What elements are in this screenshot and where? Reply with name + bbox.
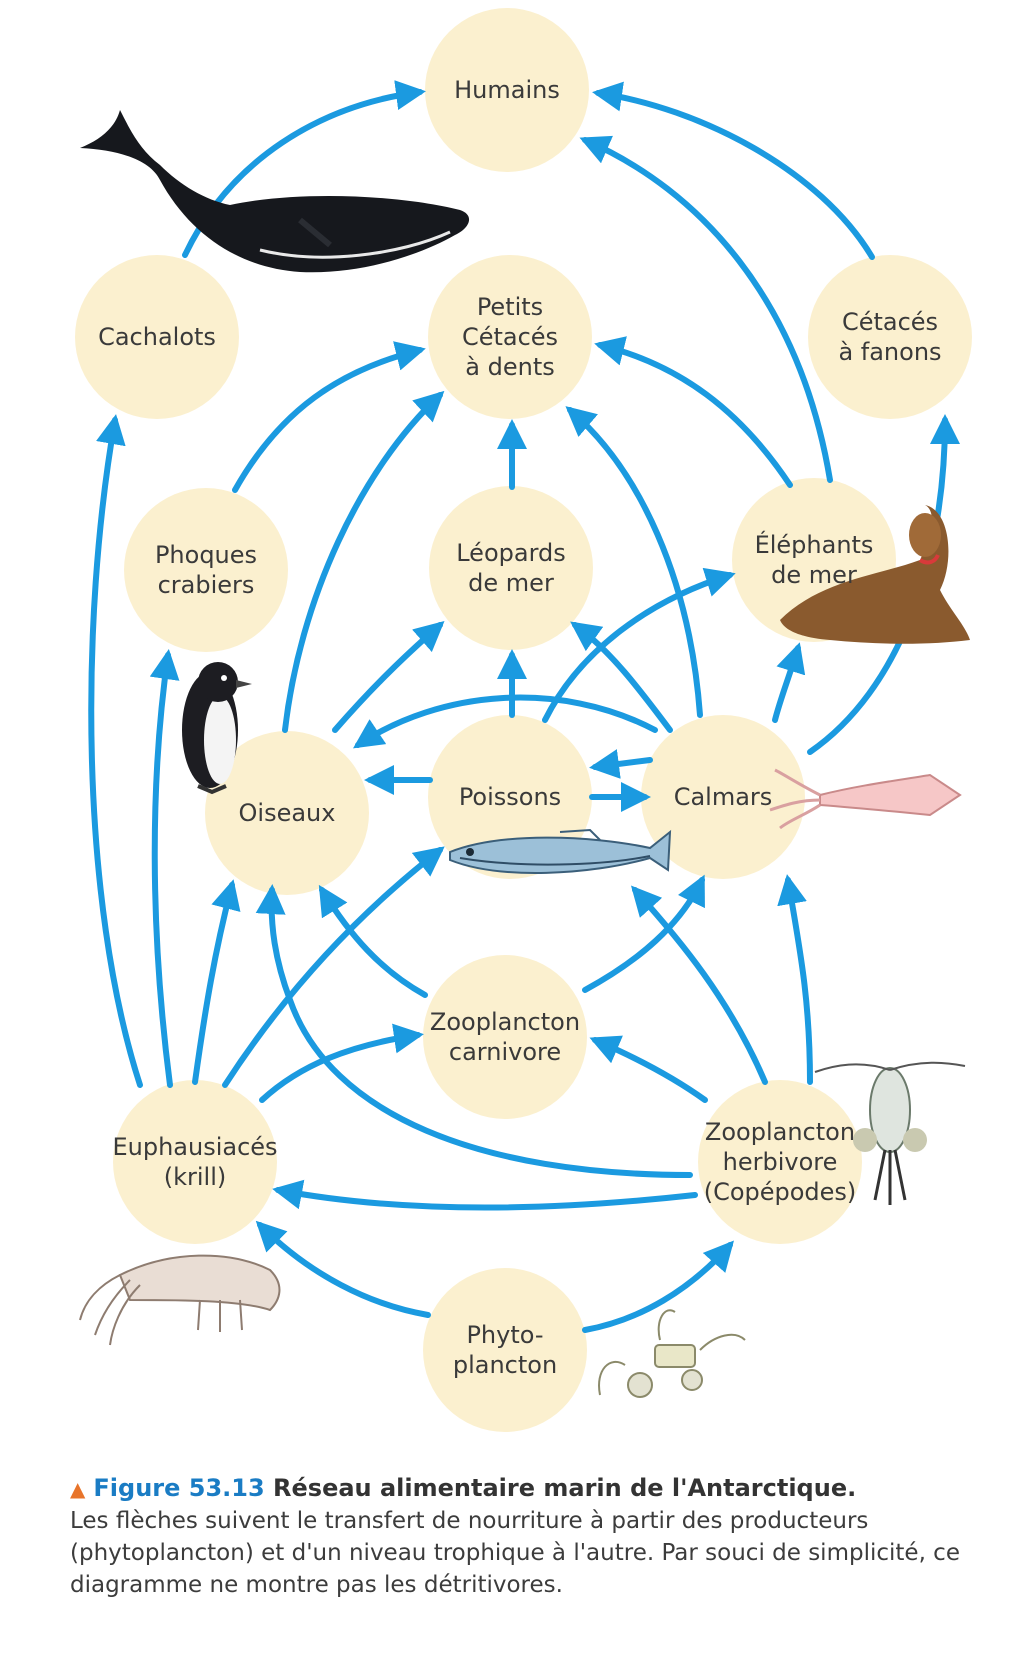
node-label-line: à fanons: [838, 338, 941, 366]
node-label-line: Phyto-: [466, 1321, 543, 1349]
caption-heading: ▲ Figure 53.13 Réseau alimentaire marin d…: [70, 1472, 970, 1505]
node-label-petits-cetaces: Petits Cétacés à dents: [462, 293, 558, 381]
arrow-zooherb-zoocarn: [589, 1035, 708, 1103]
arrow-calmars-poissons: [589, 749, 653, 779]
node-calmars: [641, 715, 805, 879]
node-label-poissons: Poissons: [459, 783, 561, 811]
node-label-line: Éléphants: [755, 530, 874, 559]
node-label-line: à dents: [465, 353, 554, 381]
node-label-calmars: Calmars: [674, 783, 773, 811]
node-label-line: Petits: [477, 293, 543, 321]
node-label-line: Oiseaux: [239, 799, 336, 827]
arrow-calmars-elephants: [772, 642, 806, 723]
node-label-line: plancton: [453, 1351, 557, 1379]
elephant-seal-icon: [780, 505, 970, 644]
node-cachalots: [75, 255, 239, 419]
arrow-calmars-petits: [565, 406, 703, 718]
arrow-zooherb-krill: [272, 1179, 698, 1211]
squid-icon: [769, 768, 962, 830]
arrow-calmars-oiseaux: [353, 694, 658, 749]
node-label-phytoplancton: Phyto-plancton: [453, 1321, 557, 1379]
node-euphausiaces: [113, 1080, 277, 1244]
arrow-krill-oiseaux: [192, 879, 241, 1085]
node-phytoplancton: [423, 1268, 587, 1432]
arrow-zoocarn-calmars: [582, 874, 705, 993]
node-label-cachalots: Cachalots: [98, 323, 216, 351]
arrow-zooherb-calmars: [777, 874, 813, 1085]
arrow-poissons-elephants: [542, 567, 736, 723]
fish-icon: [449, 828, 672, 874]
arrow-oiseaux-petits: [282, 390, 445, 733]
phytoplankton-icon: [598, 1309, 746, 1398]
node-label-euphausiaces: Euphausiacés (krill): [112, 1133, 277, 1191]
node-humains: [425, 8, 589, 172]
node-label-line: de mer: [468, 569, 554, 597]
arrow-elephants-humains: [579, 135, 833, 483]
node-label-leopards: Léopards de mer: [456, 539, 566, 597]
node-zoo-herbivore: [698, 1080, 862, 1244]
arrow-calmars-leopards: [570, 621, 673, 733]
triangle-marker-icon: ▲: [70, 1477, 86, 1501]
node-label-line: Humains: [454, 76, 560, 104]
node-label-line: Zooplancton: [705, 1118, 855, 1146]
arrow-oiseaux-leopards: [332, 621, 445, 733]
node-label-line: (Copépodes): [704, 1178, 857, 1206]
node-label-line: Calmars: [674, 783, 773, 811]
caption-text: Les flèches suivent le transfert de nour…: [70, 1508, 960, 1598]
node-label-line: Cétacés: [462, 323, 558, 351]
node-label-line: Poissons: [459, 783, 561, 811]
node-label-line: Cétacés: [842, 308, 938, 336]
node-zoo-carnivore: [423, 955, 587, 1119]
figure-title: Réseau alimentaire marin de l'Antarctiqu…: [273, 1474, 857, 1502]
arrow-krill-zoocarn: [259, 1023, 424, 1103]
node-label-phoques: Phoques crabiers: [155, 541, 257, 599]
figure-caption: ▲ Figure 53.13 Réseau alimentaire marin d…: [70, 1472, 970, 1601]
node-label-line: Léopards: [456, 539, 566, 567]
arrow-krill-poissons: [222, 846, 445, 1088]
node-label-zoo-carnivore: Zooplancton carnivore: [430, 1008, 580, 1066]
arrow-phyto-zooherb: [582, 1240, 734, 1333]
arrow-phyto-krill: [255, 1220, 431, 1318]
node-phoques: [124, 488, 288, 652]
figure-number: Figure 53.13: [93, 1474, 265, 1502]
arrow-zooherb-poissons: [630, 885, 768, 1085]
arrow-zoocarn-oiseaux: [318, 884, 428, 998]
node-label-cetaces-fanons: Cétacés à fanons: [838, 308, 941, 366]
node-label-line: Phoques: [155, 541, 257, 569]
arrow-phoques-petits: [232, 341, 426, 493]
arrow-krill-phoques: [149, 649, 180, 1088]
node-label-line: Euphausiacés: [112, 1133, 277, 1161]
node-label-line: (krill): [164, 1163, 227, 1191]
node-label-elephants: Éléphants de mer: [755, 530, 874, 589]
node-leopards: [429, 486, 593, 650]
node-label-line: Cachalots: [98, 323, 216, 351]
arrow-krill-cachalots: [88, 414, 143, 1088]
node-petits-cetaces: [428, 255, 592, 419]
node-label-humains: Humains: [454, 76, 560, 104]
krill-icon: [79, 1254, 281, 1346]
node-label-zoo-herbivore: Zooplancton herbivore (Copépodes): [704, 1118, 857, 1206]
node-label-line: herbivore: [723, 1148, 838, 1176]
node-label-line: carnivore: [449, 1038, 561, 1066]
whale-icon: [80, 110, 470, 273]
node-oiseaux: [205, 731, 369, 895]
penguin-icon: [182, 662, 252, 795]
node-label-line: crabiers: [158, 571, 255, 599]
node-label-line: Zooplancton: [430, 1008, 580, 1036]
arrow-elephants-petits: [594, 336, 793, 488]
copepod-icon: [814, 1061, 966, 1205]
node-cetaces-fanons: [808, 255, 972, 419]
arrow-zooherb-oiseaux: [255, 884, 693, 1178]
node-label-line: de mer: [771, 561, 857, 589]
node-label-oiseaux: Oiseaux: [239, 799, 336, 827]
arrow-cetacesfanons-humains: [592, 81, 875, 260]
